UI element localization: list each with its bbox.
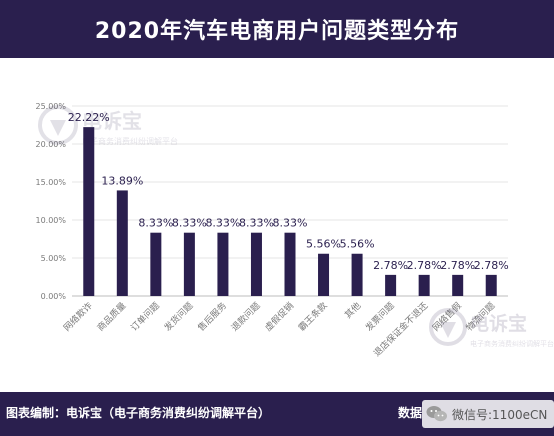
category-label: 商品质量 — [94, 300, 128, 334]
value-label: 2.78% — [440, 259, 475, 272]
category-label: 虚假促销 — [262, 300, 296, 334]
data-source-label: 数据 — [398, 406, 423, 420]
source-credit: 图表编制：电诉宝（电子商务消费纠纷调解平台） — [6, 406, 271, 420]
y-tick-label: 10.00% — [35, 216, 66, 225]
bar — [183, 232, 195, 296]
y-tick-label: 20.00% — [35, 140, 66, 149]
gridlines — [72, 105, 508, 297]
watermark-sub-2: 电子商务消费纠纷调解平台 — [470, 339, 554, 348]
value-label: 13.89% — [101, 174, 143, 187]
watermark-brand-2: 电诉宝 — [470, 312, 527, 335]
value-label: 8.33% — [172, 217, 207, 230]
category-label: 售后服务 — [195, 300, 229, 334]
watermark-brand: 电诉宝 — [82, 109, 142, 133]
bars — [83, 127, 497, 297]
category-label: 其他 — [342, 300, 363, 321]
value-label: 8.33% — [138, 217, 173, 230]
y-tick-label: 15.00% — [35, 178, 66, 187]
value-labels: 22.22%13.89%8.33%8.33%8.33%8.33%8.33%5.5… — [68, 111, 509, 272]
y-tick-label: 5.00% — [41, 254, 67, 263]
category-label: 退款问题 — [229, 300, 263, 334]
bar — [351, 253, 363, 296]
bar — [150, 232, 162, 296]
value-label: 8.33% — [205, 217, 240, 230]
bar — [318, 253, 330, 296]
title-bar: 2020年汽车电商用户问题类型分布 — [0, 0, 554, 58]
bar — [485, 274, 497, 296]
value-label: 2.78% — [407, 259, 442, 272]
watermark-logo-2: 电诉宝 电子商务消费纠纷调解平台 — [429, 308, 554, 348]
value-label: 5.56% — [340, 238, 375, 251]
bar — [385, 274, 397, 296]
category-label: 网络欺诈 — [61, 300, 95, 334]
chart-area: 0.00% 5.00% 10.00% 15.00% 20.00% 25.00% 22.22… — [0, 58, 554, 390]
value-label: 2.78% — [373, 259, 408, 272]
y-tick-label: 0.00% — [41, 292, 67, 301]
category-label: 退店保证金不退还 — [371, 300, 430, 359]
watermark-sub: 电子商务消费纠纷调解平台 — [82, 136, 178, 146]
bar — [418, 274, 430, 296]
value-label: 5.56% — [306, 238, 341, 251]
bar — [250, 232, 262, 296]
category-label: 订单问题 — [128, 300, 162, 334]
category-label: 发票问题 — [363, 300, 397, 334]
wechat-id: 微信号:1100eCN — [452, 407, 548, 422]
watermark-logo: 电诉宝 电子商务消费纠纷调解平台 — [38, 105, 178, 146]
bar — [217, 232, 229, 296]
bar — [284, 232, 296, 296]
value-label: 8.33% — [273, 217, 308, 230]
bar — [83, 127, 95, 297]
value-label: 2.78% — [474, 259, 509, 272]
category-label: 发货问题 — [162, 300, 196, 334]
y-axis-ticks: 0.00% 5.00% 10.00% 15.00% 20.00% 25.00% — [35, 102, 66, 301]
wechat-badge: 微信号:1100eCN — [422, 400, 554, 428]
bar-chart: 0.00% 5.00% 10.00% 15.00% 20.00% 25.00% 22.22… — [35, 102, 509, 359]
footer-bar: 图表编制：电诉宝（电子商务消费纠纷调解平台） 数据 微信号:1100eCN — [0, 392, 554, 436]
value-label: 8.33% — [239, 217, 274, 230]
bar — [116, 190, 128, 296]
chart-title: 2020年汽车电商用户问题类型分布 — [94, 19, 460, 44]
wechat-icon — [426, 406, 447, 422]
value-label: 22.22% — [68, 111, 110, 124]
y-tick-label: 25.00% — [35, 102, 66, 111]
category-label: 霸王条款 — [296, 300, 330, 334]
bar — [452, 274, 464, 296]
